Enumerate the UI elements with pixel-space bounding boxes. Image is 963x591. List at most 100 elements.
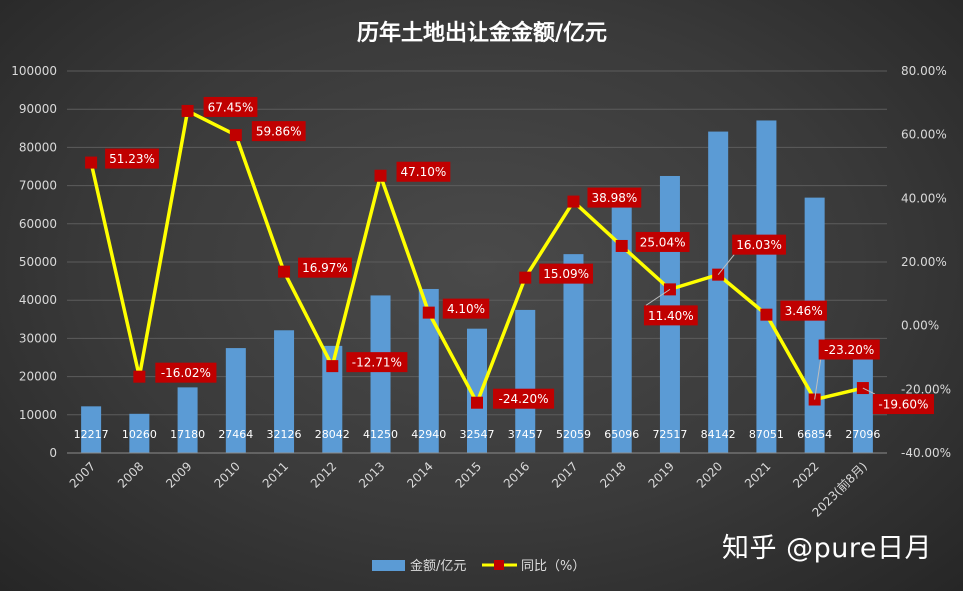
bar-value-label: 17180 [170, 428, 205, 441]
legend-line-label: 同比（%） [521, 559, 585, 574]
leader-lines [645, 254, 876, 400]
bar [563, 254, 584, 453]
chart-title: 历年土地出让金金额/亿元 [357, 20, 607, 46]
label-leader-line [717, 254, 735, 275]
line-label-box [396, 161, 451, 182]
x-tick-label: 2010 [211, 459, 242, 490]
x-tick-label: 2008 [115, 459, 146, 490]
line-value-label: 25.04% [640, 235, 686, 249]
bar-value-label: 84142 [701, 428, 736, 441]
line-label-box [587, 187, 642, 208]
left-tick-label: 90000 [19, 102, 57, 116]
line-marker [85, 156, 98, 169]
x-tick-label: 2007 [67, 459, 98, 490]
bar-value-label: 27464 [218, 428, 253, 441]
right-tick-label: 20.00% [901, 255, 947, 269]
bar-value-label: 12217 [74, 428, 109, 441]
bar [515, 309, 536, 453]
line-label-box [818, 339, 880, 360]
line-value-label: 47.10% [401, 165, 447, 179]
right-tick-label: 60.00% [901, 128, 947, 142]
bar-value-label: 32547 [460, 428, 495, 441]
line-marker [278, 265, 291, 278]
x-tick-label: 2022 [790, 459, 821, 490]
left-tick-label: 20000 [19, 370, 57, 384]
line-value-label: 59.86% [256, 125, 302, 139]
line-label-box [251, 121, 306, 142]
bar-value-label: 41250 [363, 428, 398, 441]
x-tick-label: 2014 [404, 459, 435, 490]
bar-value-label: 27096 [845, 428, 880, 441]
left-tick-label: 0 [49, 446, 57, 460]
line-label-box [635, 231, 690, 252]
line-marker [422, 306, 435, 319]
bar-value-label: 72517 [652, 428, 687, 441]
x-tick-label: 2012 [308, 459, 339, 490]
bar [274, 330, 295, 453]
line-value-label: -12.71% [352, 356, 402, 370]
line-marker [567, 195, 580, 208]
line-label-box [442, 298, 490, 319]
line-series [85, 104, 869, 409]
line-value-label: 4.10% [447, 302, 485, 316]
bar [129, 413, 150, 453]
x-tick-label: 2019 [646, 459, 677, 490]
left-tick-label: 50000 [19, 255, 57, 269]
line-marker [615, 239, 628, 252]
bar [804, 197, 825, 453]
legend: 金额/亿元 同比（%） [372, 558, 585, 574]
line-value-label: 11.40% [648, 309, 694, 323]
bar [467, 328, 487, 453]
bar-value-label: 65096 [604, 428, 639, 441]
bar-value-label: 32126 [267, 428, 302, 441]
line-marker [471, 396, 483, 409]
legend-line-marker [494, 560, 504, 570]
line-label-box [539, 263, 594, 284]
right-tick-label: 80.00% [901, 64, 947, 78]
bar-value-label: 66854 [797, 428, 832, 441]
line-value-label: 38.98% [591, 191, 637, 205]
line-marker [760, 308, 773, 321]
line-value-label: 51.23% [109, 152, 155, 166]
left-tick-label: 40000 [19, 293, 57, 307]
left-tick-label: 100000 [11, 64, 57, 78]
left-y-axis: 0 10000 20000 30000 40000 50000 60000 70000 8000… [11, 64, 57, 460]
bar [370, 295, 391, 453]
line-marker [519, 271, 532, 284]
right-tick-label: 40.00% [901, 191, 947, 205]
bar [225, 348, 246, 453]
bar [852, 349, 873, 453]
x-axis: 2007 2008 2009 2010 2011 2012 2013 2014 2015 2016… [67, 452, 887, 520]
label-leader-line [862, 387, 876, 395]
line-value-label: -24.20% [499, 392, 549, 406]
line-value-label: 15.09% [543, 267, 589, 281]
line-marker [133, 370, 146, 383]
line-value-label: 3.46% [785, 304, 823, 318]
label-leader-line [645, 288, 671, 306]
bar [177, 387, 198, 453]
line-marker [326, 360, 339, 373]
x-tick-label: 2013 [356, 459, 387, 490]
line-label-box [155, 362, 217, 383]
line-label-box [203, 96, 258, 117]
left-tick-label: 30000 [19, 331, 57, 345]
x-tick-label: 2017 [549, 459, 580, 490]
left-tick-label: 70000 [19, 179, 57, 193]
left-tick-label: 60000 [19, 217, 57, 231]
bar [611, 204, 632, 453]
right-y-axis: -40.00% -20.00% 0.00% 20.00% 40.00% 60.00% 80.… [901, 64, 951, 460]
x-tick-label: 2021 [742, 459, 773, 490]
line-value-label: -16.02% [161, 366, 211, 380]
bar-value-label: 42940 [411, 428, 446, 441]
bar-value-label: 37457 [508, 428, 543, 441]
right-tick-label: -40.00% [901, 446, 951, 460]
right-tick-label: -20.00% [901, 382, 951, 396]
bar-value-label: 87051 [749, 428, 784, 441]
right-tick-label: 0.00% [901, 319, 939, 333]
line-label-box [346, 352, 408, 373]
line-marker [181, 104, 194, 117]
x-tick-label: 2015 [453, 459, 484, 490]
legend-bar-label: 金额/亿元 [410, 558, 466, 574]
bar [756, 120, 777, 453]
